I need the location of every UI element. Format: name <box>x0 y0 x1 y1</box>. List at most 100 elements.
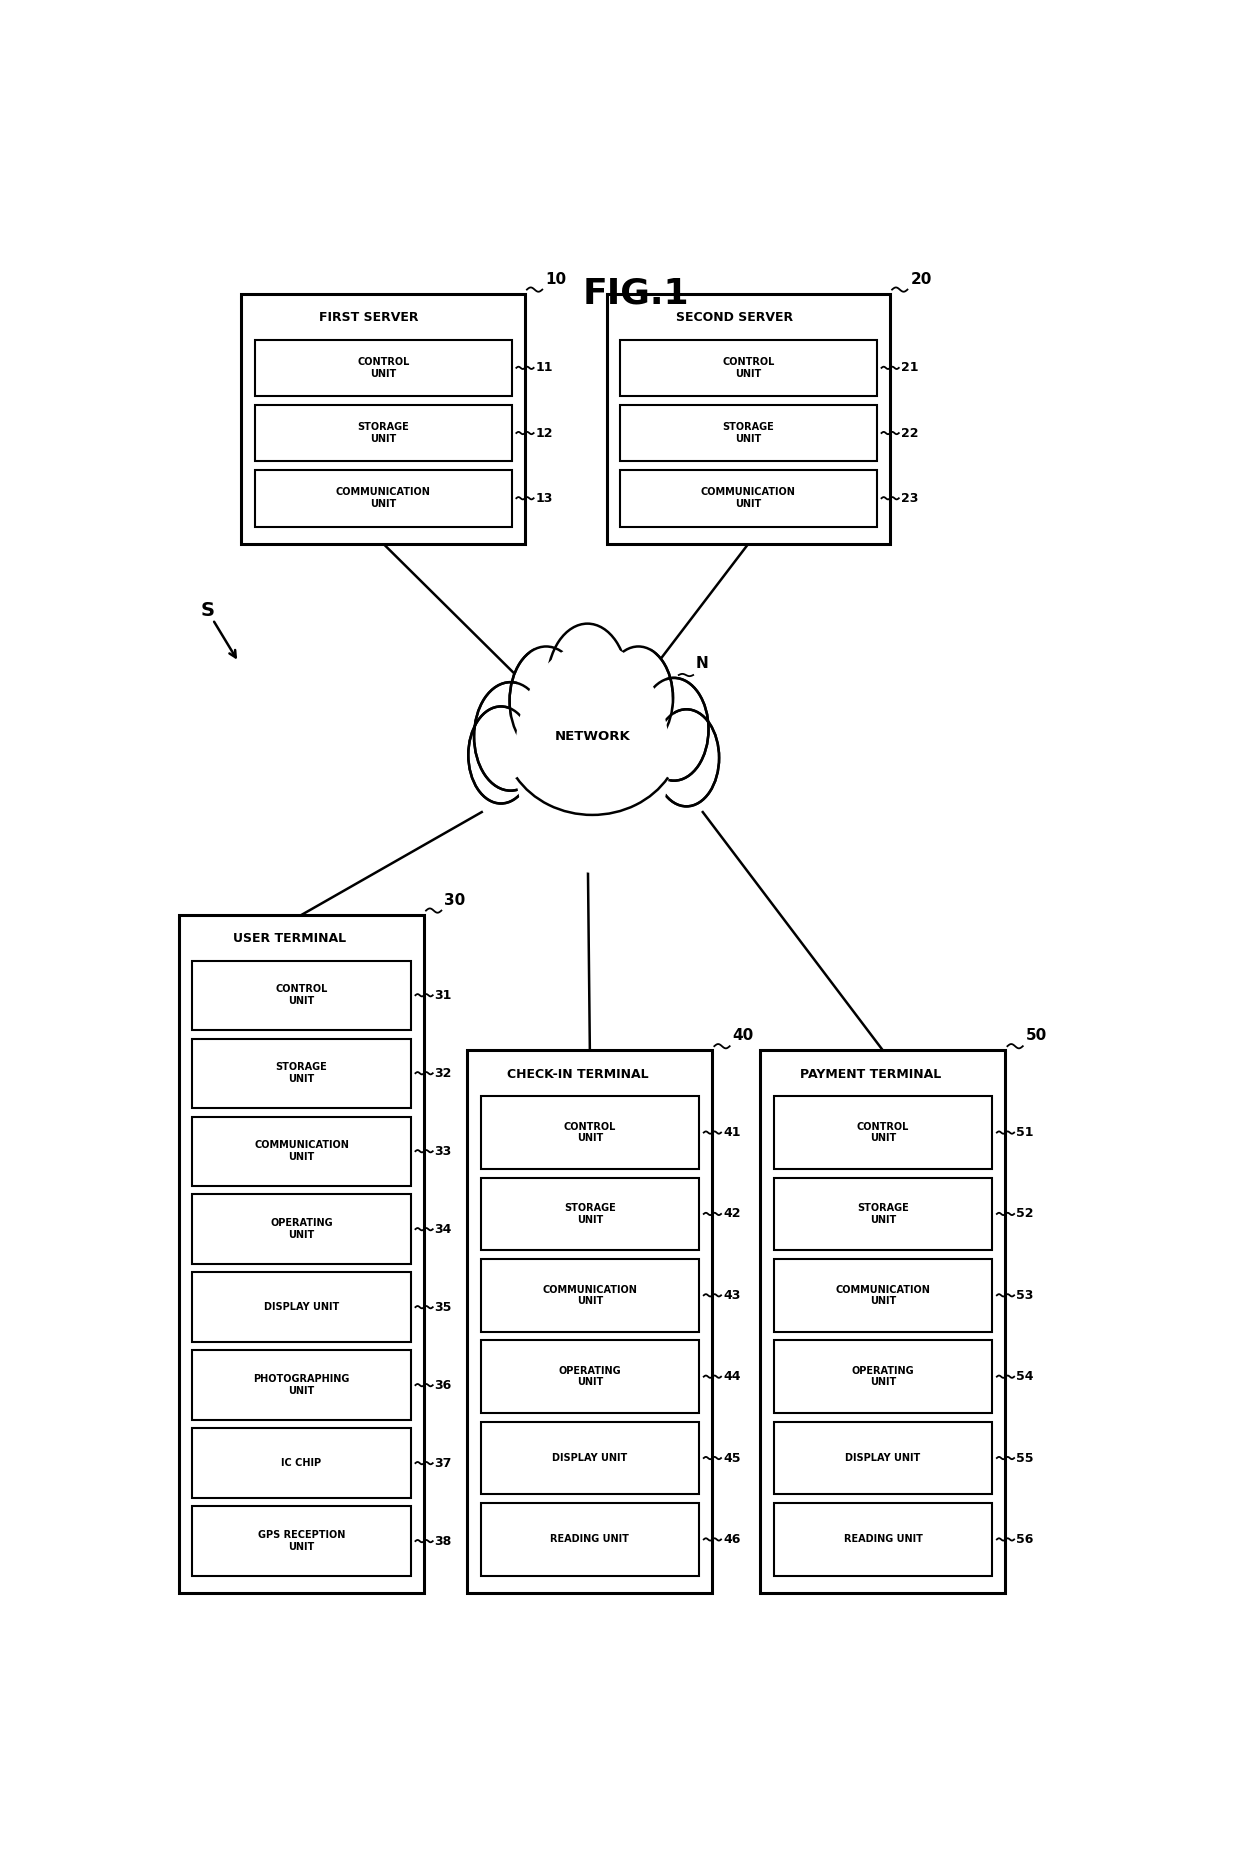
Text: NETWORK: NETWORK <box>554 730 630 743</box>
FancyBboxPatch shape <box>481 1259 699 1331</box>
Text: 51: 51 <box>1016 1125 1034 1138</box>
Text: OPERATING
UNIT: OPERATING UNIT <box>558 1366 621 1387</box>
FancyBboxPatch shape <box>774 1504 992 1576</box>
FancyBboxPatch shape <box>481 1340 699 1413</box>
Text: STORAGE
UNIT: STORAGE UNIT <box>857 1203 909 1225</box>
Text: 36: 36 <box>435 1379 451 1392</box>
FancyBboxPatch shape <box>606 295 890 543</box>
FancyBboxPatch shape <box>192 1194 410 1264</box>
FancyBboxPatch shape <box>192 1272 410 1342</box>
Text: CONTROL
UNIT: CONTROL UNIT <box>357 358 409 378</box>
FancyBboxPatch shape <box>467 1051 713 1593</box>
Text: 21: 21 <box>900 362 919 375</box>
Text: USER TERMINAL: USER TERMINAL <box>233 933 346 946</box>
Circle shape <box>653 710 719 806</box>
Text: 38: 38 <box>435 1535 451 1548</box>
FancyBboxPatch shape <box>774 1177 992 1250</box>
Text: 30: 30 <box>444 894 465 908</box>
FancyBboxPatch shape <box>760 1051 1006 1593</box>
FancyBboxPatch shape <box>192 1428 410 1498</box>
Text: SECOND SERVER: SECOND SERVER <box>676 311 792 324</box>
Text: 23: 23 <box>900 491 918 504</box>
Text: STORAGE
UNIT: STORAGE UNIT <box>564 1203 616 1225</box>
Text: 33: 33 <box>435 1144 451 1157</box>
FancyBboxPatch shape <box>620 339 877 397</box>
FancyBboxPatch shape <box>192 960 410 1031</box>
FancyBboxPatch shape <box>192 1350 410 1420</box>
Text: CONTROL
UNIT: CONTROL UNIT <box>857 1122 909 1144</box>
Text: 50: 50 <box>1025 1029 1047 1044</box>
FancyBboxPatch shape <box>192 1116 410 1187</box>
FancyBboxPatch shape <box>774 1422 992 1494</box>
Circle shape <box>469 706 533 803</box>
Text: CONTROL
UNIT: CONTROL UNIT <box>275 984 327 1007</box>
Text: 32: 32 <box>435 1066 453 1079</box>
Text: 43: 43 <box>723 1289 740 1302</box>
Text: 56: 56 <box>1016 1533 1033 1546</box>
FancyBboxPatch shape <box>774 1259 992 1331</box>
Text: COMMUNICATION
UNIT: COMMUNICATION UNIT <box>254 1140 348 1162</box>
Text: S: S <box>201 601 215 621</box>
Circle shape <box>516 643 670 871</box>
Text: 12: 12 <box>536 426 553 439</box>
Text: DISPLAY UNIT: DISPLAY UNIT <box>552 1454 627 1463</box>
FancyBboxPatch shape <box>255 339 512 397</box>
Text: 44: 44 <box>723 1370 740 1383</box>
FancyBboxPatch shape <box>192 1038 410 1109</box>
Circle shape <box>604 647 673 749</box>
Text: OPERATING
UNIT: OPERATING UNIT <box>270 1218 332 1240</box>
Circle shape <box>640 679 708 781</box>
Text: 22: 22 <box>900 426 919 439</box>
FancyBboxPatch shape <box>774 1096 992 1170</box>
FancyBboxPatch shape <box>620 469 877 527</box>
Text: FIG.1: FIG.1 <box>583 276 688 311</box>
Circle shape <box>507 610 677 862</box>
FancyBboxPatch shape <box>481 1096 699 1170</box>
Text: 41: 41 <box>723 1125 740 1138</box>
FancyBboxPatch shape <box>481 1504 699 1576</box>
Text: READING UNIT: READING UNIT <box>551 1535 629 1544</box>
FancyBboxPatch shape <box>620 404 877 462</box>
Text: STORAGE
UNIT: STORAGE UNIT <box>357 423 409 443</box>
Text: STORAGE
UNIT: STORAGE UNIT <box>723 423 774 443</box>
Circle shape <box>510 614 675 858</box>
Text: 31: 31 <box>435 988 453 1001</box>
Text: GPS RECEPTION
UNIT: GPS RECEPTION UNIT <box>258 1530 345 1552</box>
Text: COMMUNICATION
UNIT: COMMUNICATION UNIT <box>836 1285 930 1305</box>
Text: 42: 42 <box>723 1207 740 1220</box>
Text: 35: 35 <box>435 1302 453 1314</box>
Text: COMMUNICATION
UNIT: COMMUNICATION UNIT <box>542 1285 637 1305</box>
FancyBboxPatch shape <box>774 1340 992 1413</box>
Text: STORAGE
UNIT: STORAGE UNIT <box>275 1062 327 1085</box>
Circle shape <box>510 647 583 755</box>
Text: DISPLAY UNIT: DISPLAY UNIT <box>846 1454 920 1463</box>
FancyBboxPatch shape <box>242 295 525 543</box>
Text: 46: 46 <box>723 1533 740 1546</box>
FancyBboxPatch shape <box>481 1422 699 1494</box>
Text: N: N <box>696 656 709 671</box>
Text: 34: 34 <box>435 1222 453 1237</box>
FancyBboxPatch shape <box>179 914 424 1593</box>
Text: COMMUNICATION
UNIT: COMMUNICATION UNIT <box>336 488 430 510</box>
Text: PAYMENT TERMINAL: PAYMENT TERMINAL <box>800 1068 941 1081</box>
Text: 54: 54 <box>1016 1370 1034 1383</box>
Text: PHOTOGRAPHING
UNIT: PHOTOGRAPHING UNIT <box>253 1374 350 1396</box>
Text: 13: 13 <box>536 491 553 504</box>
Text: 45: 45 <box>723 1452 740 1465</box>
FancyBboxPatch shape <box>481 1177 699 1250</box>
Text: 11: 11 <box>536 362 553 375</box>
Text: 52: 52 <box>1016 1207 1034 1220</box>
Text: 10: 10 <box>546 273 567 287</box>
Text: 55: 55 <box>1016 1452 1034 1465</box>
Text: OPERATING
UNIT: OPERATING UNIT <box>852 1366 914 1387</box>
FancyBboxPatch shape <box>255 404 512 462</box>
Text: 20: 20 <box>910 273 931 287</box>
Text: COMMUNICATION
UNIT: COMMUNICATION UNIT <box>701 488 796 510</box>
Circle shape <box>547 623 627 743</box>
Text: 40: 40 <box>733 1029 754 1044</box>
FancyBboxPatch shape <box>255 469 512 527</box>
Text: DISPLAY UNIT: DISPLAY UNIT <box>264 1302 340 1313</box>
FancyBboxPatch shape <box>192 1507 410 1576</box>
Text: 53: 53 <box>1016 1289 1033 1302</box>
Text: IC CHIP: IC CHIP <box>281 1457 321 1468</box>
